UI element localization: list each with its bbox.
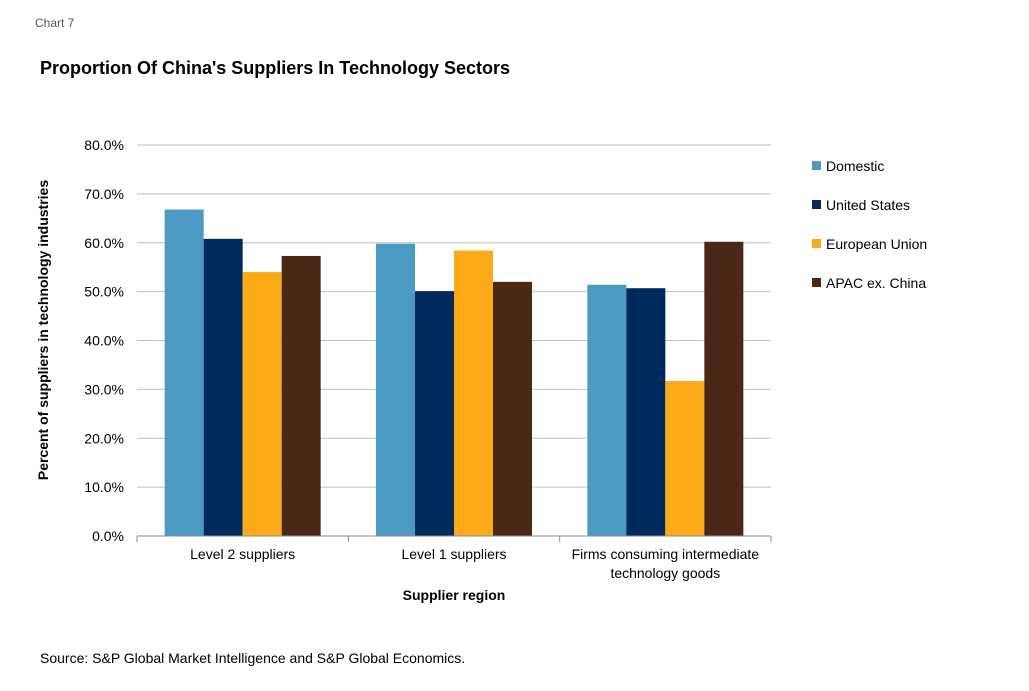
- x-tick-label: Level 2 suppliers: [190, 546, 295, 562]
- bar-united-states: [626, 288, 666, 536]
- bar-united-states: [415, 291, 454, 536]
- bar-european-union: [454, 250, 493, 536]
- y-tick-label: 0.0%: [92, 528, 124, 544]
- legend-item: Domestic: [812, 146, 927, 185]
- legend-label: United States: [826, 196, 911, 213]
- legend: Domestic United States European Union APAC …: [812, 146, 927, 302]
- y-tick-label: 80.0%: [84, 137, 124, 153]
- source-note: Source: S&P Global Market Intelligence a…: [40, 650, 466, 666]
- legend-item: United States: [812, 185, 927, 224]
- legend-item: European Union: [812, 224, 927, 263]
- axes: 0.0% 10.0% 20.0% 30.0% 40.0% 50.0% 60.0% 70.0% 8…: [84, 137, 772, 581]
- bar-apac-ex-china: [704, 241, 744, 536]
- legend-swatch: [812, 200, 821, 209]
- bar-european-union: [242, 272, 282, 536]
- y-tick-label: 60.0%: [84, 235, 124, 251]
- legend-label: European Union: [826, 235, 928, 252]
- bars: [164, 209, 744, 537]
- bar-european-union: [665, 381, 705, 536]
- x-axis-title: Supplier region: [403, 587, 506, 603]
- y-tick-label: 30.0%: [84, 381, 124, 397]
- chart-number-label: Chart 7: [35, 16, 75, 30]
- bar-apac-ex-china: [493, 281, 532, 536]
- y-tick-label: 50.0%: [84, 284, 124, 300]
- x-tick-label: Firms consuming intermediate: [572, 546, 760, 562]
- y-tick-label: 20.0%: [84, 430, 124, 446]
- bar-united-states: [203, 238, 243, 536]
- legend-swatch: [812, 239, 821, 248]
- legend-label: Domestic: [826, 157, 885, 174]
- legend-label: APAC ex. China: [826, 274, 927, 291]
- chart-title: Proportion Of China's Suppliers In Techn…: [40, 58, 510, 78]
- x-tick-label: Level 1 suppliers: [401, 546, 506, 562]
- legend-swatch: [812, 278, 821, 287]
- legend-item: APAC ex. China: [812, 263, 927, 302]
- bar-domestic: [587, 284, 627, 536]
- y-tick-label: 10.0%: [84, 479, 124, 495]
- y-tick-label: 40.0%: [84, 333, 124, 349]
- y-axis-title: Percent of suppliers in technology indus…: [35, 180, 51, 480]
- legend-swatch: [812, 161, 821, 170]
- bar-domestic: [164, 209, 204, 536]
- bar-domestic: [376, 243, 415, 537]
- x-tick-label: technology goods: [610, 565, 720, 581]
- bar-apac-ex-china: [281, 255, 321, 537]
- y-tick-label: 70.0%: [84, 186, 124, 202]
